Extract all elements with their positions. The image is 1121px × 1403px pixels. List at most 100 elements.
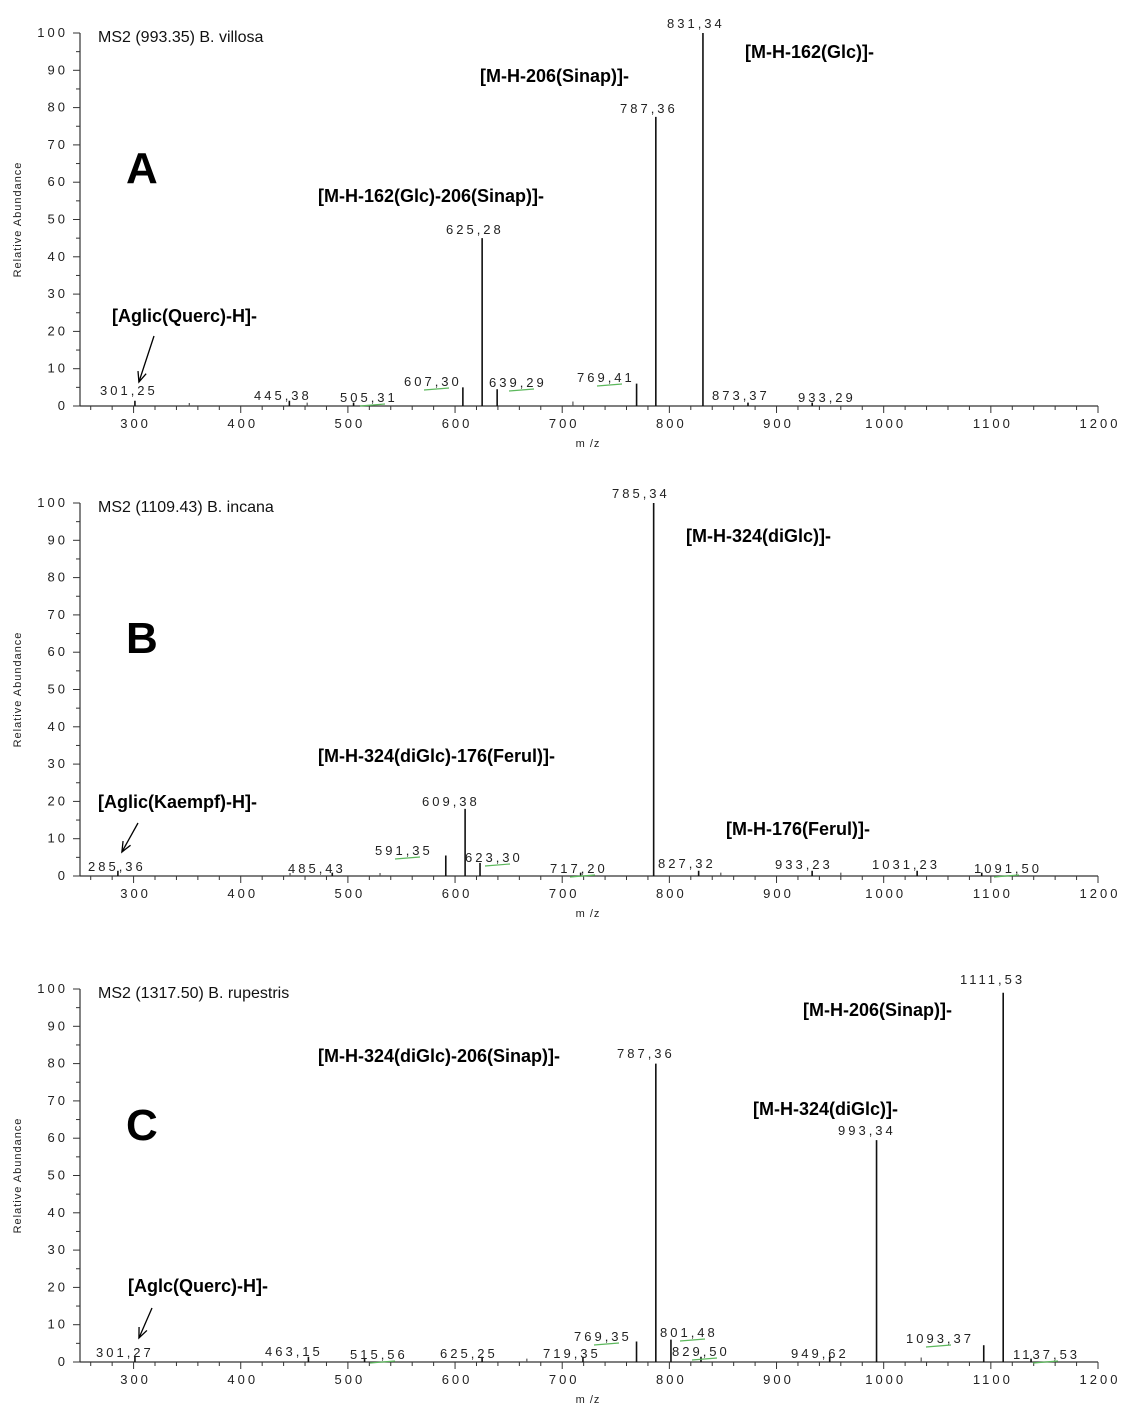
x-tick-label: 400	[227, 416, 258, 431]
y-tick-label: 10	[48, 1317, 68, 1332]
peak-label: 933,23	[775, 857, 833, 872]
y-tick-label: 50	[48, 1168, 68, 1183]
fragment-annotation: [Aglic(Querc)-H]-	[112, 306, 257, 326]
fragment-annotation: [M-H-324(diGlc)-176(Ferul)]-	[318, 746, 555, 766]
spectrum-title: MS2 (1109.43) B. incana	[98, 499, 274, 516]
peak-label: 1137,53	[1013, 1347, 1080, 1362]
y-tick-label: 90	[48, 1018, 68, 1033]
y-tick-label: 100	[37, 981, 68, 996]
peak-label: 625,25	[440, 1346, 498, 1361]
peak-label: 993,34	[838, 1123, 896, 1138]
x-axis-title: m /z	[576, 908, 601, 920]
y-tick-label: 0	[58, 868, 68, 883]
peak-label: 285,36	[88, 859, 146, 874]
y-tick-label: 50	[48, 682, 68, 697]
peak-label: 769,35	[574, 1329, 632, 1344]
x-tick-label: 400	[227, 1372, 258, 1387]
peak-label: 623,30	[465, 850, 523, 865]
spectrum-title: MS2 (1317.50) B. rupestris	[98, 985, 289, 1002]
y-axis-title: Relative Abundance	[12, 1118, 24, 1234]
panel-letter: B	[126, 614, 158, 663]
y-tick-label: 30	[48, 756, 68, 771]
peak-label: 873,37	[712, 388, 770, 403]
x-tick-label: 1100	[973, 1372, 1013, 1387]
y-tick-label: 90	[48, 62, 68, 77]
x-tick-label: 900	[763, 416, 794, 431]
y-tick-label: 50	[48, 212, 68, 227]
peak-label: 485,43	[288, 861, 346, 876]
peak-label: 1111,53	[960, 972, 1025, 987]
y-tick-label: 90	[48, 532, 68, 547]
peak-label: 801,48	[660, 1325, 718, 1340]
peak-label: 639,29	[489, 375, 547, 390]
peak-label: 1031,23	[872, 857, 940, 872]
arrow-line	[121, 822, 139, 853]
fragment-annotation: [Aglic(Kaempf)-H]-	[98, 792, 257, 812]
spectrum-panel-a: 0 10 20 30 40 50 60 70 80 90 100 300 400 500 600 700 800…	[12, 16, 1121, 450]
fragment-annotation: [M-H-324(diGlc)]-	[686, 526, 831, 546]
label-marker	[569, 874, 596, 878]
peak-label: 719,35	[543, 1346, 601, 1361]
peak-label: 607,30	[404, 374, 462, 389]
x-tick-label: 800	[656, 416, 687, 431]
peak-label: 301,27	[96, 1345, 154, 1360]
x-tick-label: 900	[763, 886, 794, 901]
y-tick-label: 80	[48, 1056, 68, 1071]
peak-label: 505,31	[340, 390, 398, 405]
x-tick-label: 600	[442, 1372, 473, 1387]
peak-label: 949,62	[791, 1346, 849, 1361]
y-tick-label: 0	[58, 1354, 68, 1369]
peak-label: 301,25	[100, 383, 158, 398]
label-marker	[925, 1344, 952, 1348]
y-tick-label: 80	[48, 100, 68, 115]
peak-label: 463,15	[265, 1344, 323, 1359]
y-tick-label: 100	[37, 495, 68, 510]
spectrum-panel-b: 0 10 20 30 40 50 60 70 80 90 100 300 400 500 600 700 800…	[12, 486, 1121, 920]
fragment-annotation: [Aglc(Querc)-H]-	[128, 1276, 268, 1296]
y-tick-label: 20	[48, 1279, 68, 1294]
label-marker	[423, 387, 450, 391]
arrow-head	[137, 370, 147, 384]
y-tick-label: 40	[48, 719, 68, 734]
panel-letter: C	[126, 1101, 158, 1150]
y-axis-title: Relative Abundance	[12, 632, 24, 748]
peak-label: 515,56	[350, 1347, 408, 1362]
label-marker	[484, 863, 511, 867]
x-tick-label: 1200	[1080, 416, 1121, 431]
y-tick-label: 20	[48, 793, 68, 808]
spectrum-panel-c: 0 10 20 30 40 50 60 70 80 90 100 300 400 500 600 700 800…	[12, 972, 1117, 1403]
x-tick-label: 1000	[865, 1372, 906, 1387]
y-tick-label: 40	[48, 249, 68, 264]
x-tick-label: 1200	[1080, 886, 1121, 901]
peak-label: 933,29	[798, 390, 856, 405]
fragment-annotation: [M-H-324(diGlc)-206(Sinap)]-	[318, 1046, 560, 1066]
y-tick-label: 20	[48, 323, 68, 338]
y-tick-label: 70	[48, 1093, 68, 1108]
fragment-annotation: [M-H-162(Glc)-206(Sinap)]-	[318, 186, 544, 206]
x-tick-label: 300	[120, 886, 151, 901]
x-tick-label: 500	[335, 1372, 366, 1387]
y-tick-label: 80	[48, 570, 68, 585]
x-tick-label: 700	[549, 886, 580, 901]
x-axis-title: m /z	[576, 438, 601, 450]
y-tick-label: 30	[48, 1242, 68, 1257]
fragment-annotation: [M-H-324(diGlc)]-	[753, 1099, 898, 1119]
fragment-annotation: [M-H-206(Sinap)]-	[480, 66, 629, 86]
peak-label: 787,36	[620, 101, 678, 116]
label-marker	[508, 388, 535, 392]
peak-label: 717,20	[550, 861, 608, 876]
x-tick-label: 500	[335, 416, 366, 431]
x-tick-label: 500	[335, 886, 366, 901]
arrow-line	[138, 335, 155, 383]
peak-label: 1091,50	[974, 861, 1042, 876]
peak-label: 829,50	[672, 1344, 730, 1359]
y-tick-label: 10	[48, 831, 68, 846]
label-marker	[394, 856, 421, 860]
fragment-annotation: [M-H-162(Glc)]-	[745, 42, 874, 62]
label-marker	[1032, 1360, 1059, 1364]
y-tick-label: 60	[48, 644, 68, 659]
x-tick-label: 700	[549, 1372, 580, 1387]
x-tick-label: 900	[763, 1372, 794, 1387]
fragment-annotation: [M-H-206(Sinap)]-	[803, 1000, 952, 1020]
